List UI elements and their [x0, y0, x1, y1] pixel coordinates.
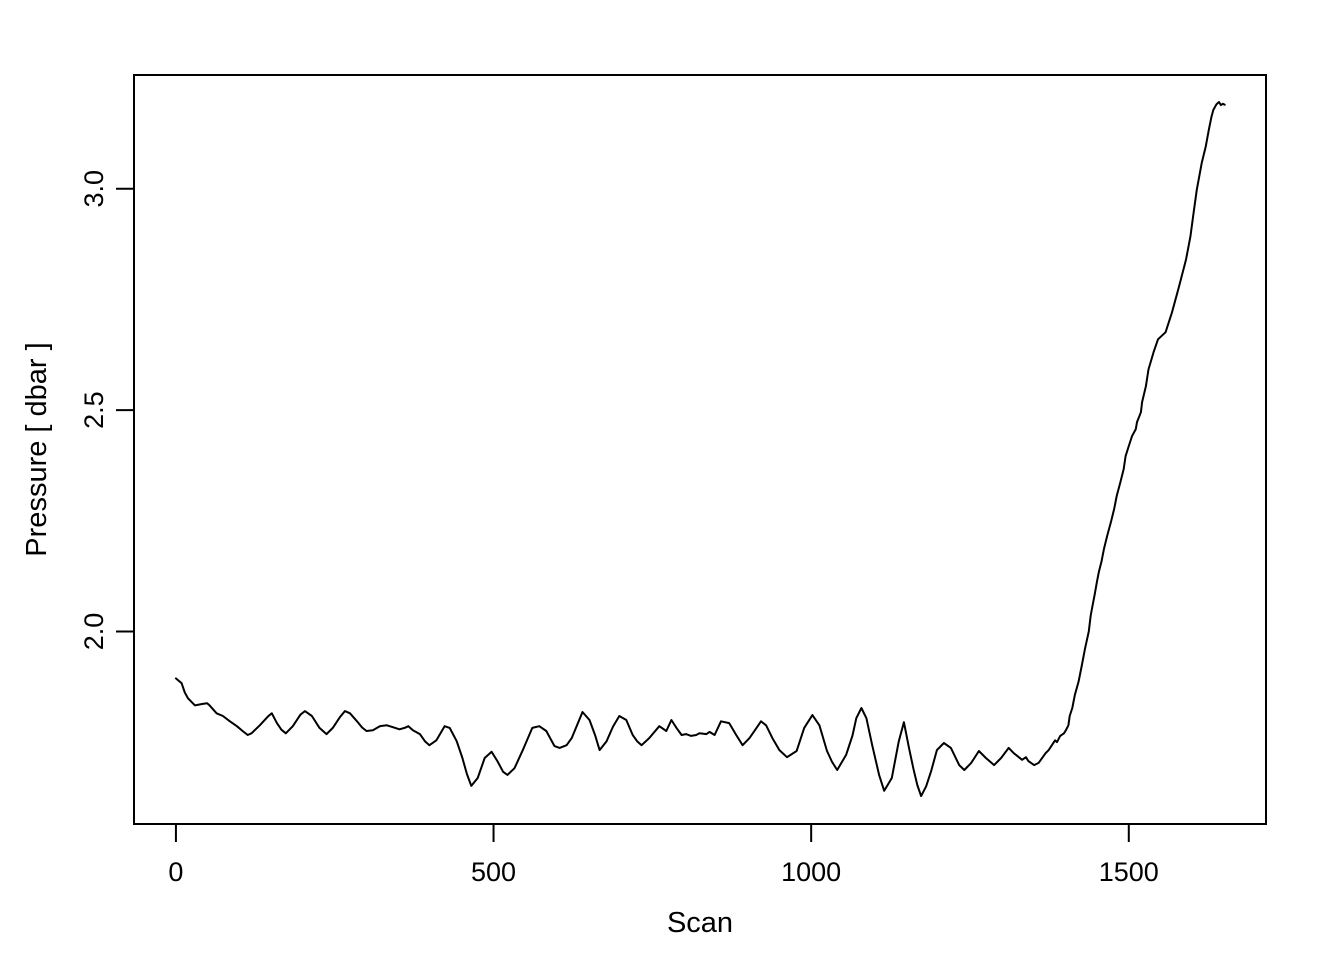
plot-box [133, 74, 1267, 825]
y-tick-label: 3.0 [79, 170, 109, 208]
x-tick-label: 1500 [1099, 857, 1159, 887]
x-axis: 0 500 1000 1500 [168, 824, 1159, 887]
y-axis: 2.0 2.5 3.0 [79, 170, 134, 650]
y-tick-label: 2.0 [79, 613, 109, 651]
x-tick-label: 500 [471, 857, 516, 887]
x-tick-label: 0 [168, 857, 183, 887]
pressure-line [174, 101, 1226, 798]
y-tick-label: 2.5 [79, 391, 109, 429]
y-axis-title: Pressure [ dbar ] [21, 342, 53, 556]
x-tick-label: 1000 [781, 857, 841, 887]
x-axis-title: Scan [667, 907, 733, 939]
